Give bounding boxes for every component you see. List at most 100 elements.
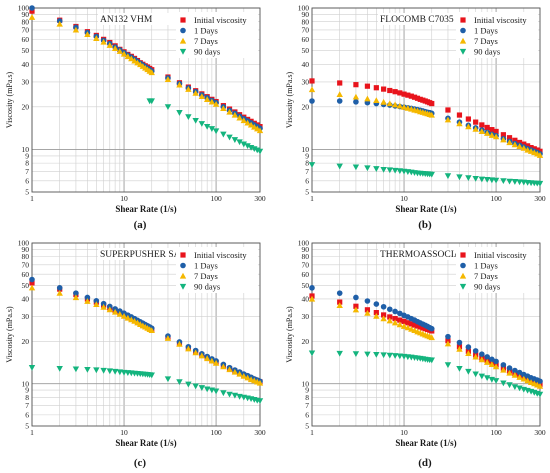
y-tick-label: 30	[302, 312, 310, 321]
y-tick-label: 60	[22, 35, 30, 44]
series-2	[309, 285, 543, 385]
y-tick-label: 100	[18, 4, 30, 13]
data-point	[391, 319, 399, 326]
data-point	[208, 98, 216, 105]
legend-marker	[459, 37, 467, 44]
data-point	[401, 91, 407, 97]
data-point	[521, 141, 527, 147]
data-point	[536, 382, 544, 389]
data-point	[352, 93, 360, 100]
data-point	[456, 365, 463, 372]
data-point	[198, 121, 206, 127]
data-point	[405, 320, 411, 326]
y-tick-label: 50	[302, 46, 310, 55]
data-point	[120, 50, 128, 57]
x-tick-label: 10	[400, 194, 408, 203]
data-point	[511, 371, 519, 378]
data-point	[380, 315, 387, 322]
data-point	[226, 108, 233, 115]
data-point	[352, 164, 360, 171]
data-point	[353, 294, 359, 301]
data-point	[364, 165, 371, 172]
data-point	[465, 175, 472, 182]
data-point	[489, 127, 495, 133]
legend-marker	[179, 37, 187, 44]
data-point	[397, 317, 403, 323]
data-point	[391, 101, 399, 108]
data-point	[392, 316, 398, 322]
y-tick-label: 90	[22, 245, 30, 254]
y-tick-label: 7	[305, 401, 309, 410]
data-point	[444, 362, 452, 369]
data-point	[56, 285, 63, 291]
data-point	[493, 358, 499, 365]
data-point	[386, 167, 393, 174]
legend-label: 7 Days	[194, 271, 218, 281]
data-point	[212, 388, 220, 395]
data-point	[29, 280, 35, 286]
data-point	[444, 340, 452, 347]
data-point	[380, 303, 387, 310]
legend-marker	[459, 283, 467, 290]
legend-label: 1 Days	[474, 26, 498, 36]
data-point	[428, 111, 435, 118]
data-point	[308, 295, 316, 302]
data-point	[28, 365, 36, 371]
data-point	[364, 83, 371, 89]
data-point	[373, 301, 380, 307]
data-point	[120, 312, 128, 319]
y-tick-label: 100	[298, 239, 310, 248]
data-point	[500, 362, 507, 368]
data-point	[244, 119, 251, 126]
data-point	[500, 366, 507, 373]
y-tick-label: 7	[305, 167, 309, 176]
series-4	[308, 162, 544, 187]
data-point	[456, 120, 463, 127]
data-point	[488, 177, 496, 184]
legend-marker	[180, 262, 186, 269]
x-tick-label: 300	[534, 428, 546, 437]
y-tick-label: 70	[22, 26, 30, 35]
data-point	[84, 294, 91, 301]
data-point	[445, 107, 451, 113]
data-point	[244, 374, 251, 381]
x-tick-label: 300	[534, 194, 546, 203]
data-point	[192, 383, 199, 390]
data-point	[240, 372, 247, 379]
data-point	[373, 97, 380, 104]
data-point	[414, 323, 421, 329]
data-point	[511, 179, 519, 185]
x-tick-label: 1	[310, 194, 314, 203]
data-point	[308, 162, 316, 168]
y-tick-label: 9	[305, 151, 309, 160]
x-tick-label: 100	[210, 194, 222, 203]
data-point	[203, 386, 211, 393]
data-point	[236, 114, 243, 121]
data-point	[524, 146, 531, 153]
data-point	[100, 300, 107, 307]
panel-label: (d)	[418, 457, 432, 469]
data-point	[478, 356, 486, 363]
data-point	[212, 100, 220, 107]
legend-label: 1 Days	[194, 261, 218, 271]
data-point	[478, 128, 486, 135]
data-point	[478, 176, 486, 183]
data-point	[337, 299, 343, 305]
data-point	[164, 335, 172, 341]
data-point	[353, 99, 359, 105]
data-point	[336, 163, 343, 170]
legend-label: Initial viscosity	[474, 250, 527, 260]
data-point	[236, 139, 243, 146]
y-tick-label: 7	[25, 401, 29, 410]
legend-marker	[460, 17, 466, 23]
data-point	[479, 122, 485, 128]
data-point	[29, 276, 35, 283]
legend-marker	[180, 252, 186, 258]
y-tick-label: 9	[305, 386, 309, 395]
x-tick-label: 1	[30, 194, 34, 203]
data-point	[373, 166, 380, 172]
data-point	[456, 174, 463, 181]
data-point	[506, 369, 513, 376]
